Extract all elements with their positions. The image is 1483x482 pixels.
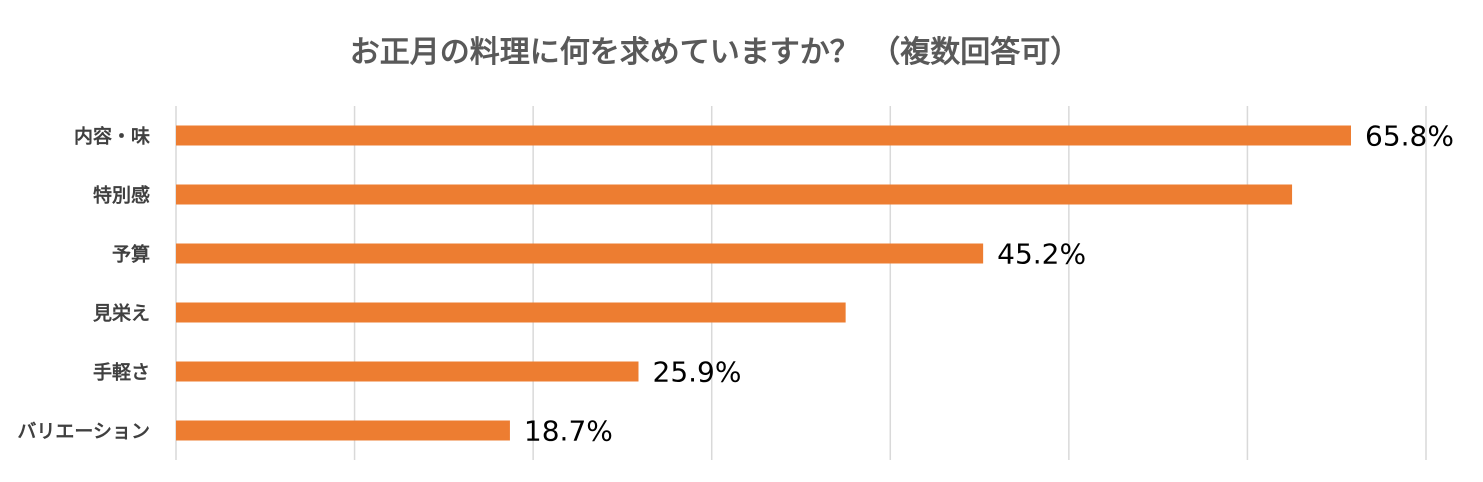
category-label: 予算 (112, 243, 150, 266)
category-label: 手軽さ (93, 361, 150, 384)
category-label: 見栄え (93, 302, 150, 325)
grid-lines (175, 106, 1427, 460)
bars (176, 125, 1351, 441)
category-label: バリエーション (17, 421, 150, 443)
data-label: 65.8% (1365, 120, 1454, 153)
bar (176, 420, 510, 441)
category-label: 内容・味 (74, 125, 150, 148)
bar (176, 361, 639, 382)
data-label: 18.7% (524, 415, 613, 448)
bar (176, 243, 984, 264)
category-label: 特別感 (93, 184, 150, 207)
chart-title: お正月の料理に何を求めていますか？ （複数回答可） (350, 35, 1080, 70)
bar (176, 184, 1293, 205)
data-label: 45.2% (997, 238, 1086, 271)
data-label: 25.9% (653, 356, 742, 389)
bar (176, 302, 846, 323)
bar (176, 125, 1351, 146)
